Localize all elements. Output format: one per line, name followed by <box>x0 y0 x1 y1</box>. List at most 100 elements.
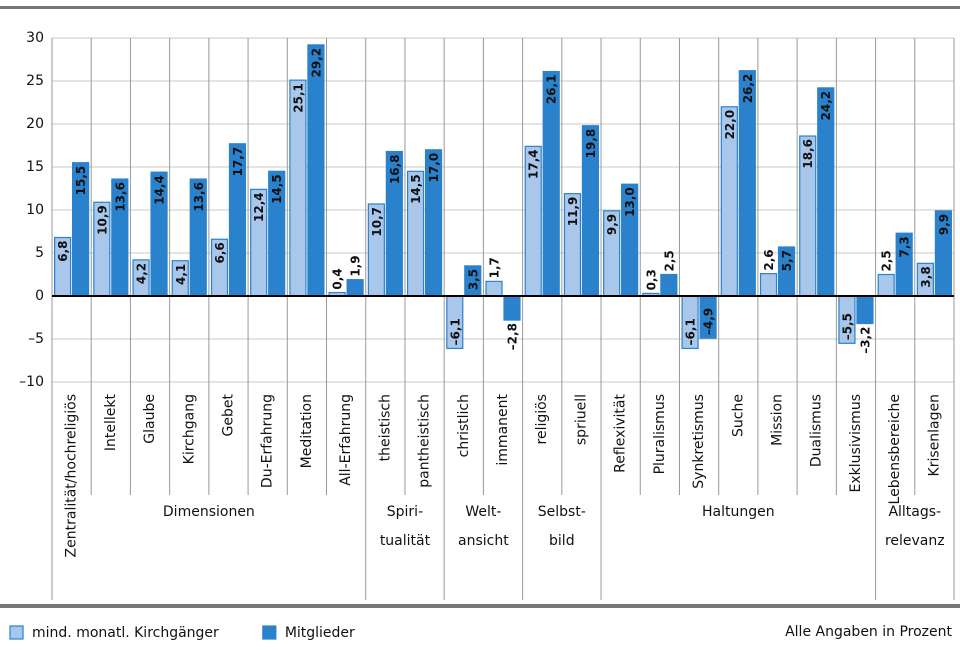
value-label: 3,5 <box>466 269 480 290</box>
x-tick-label: Meditation <box>299 394 315 468</box>
value-label: 1,7 <box>488 257 502 278</box>
value-label: 14,5 <box>270 174 284 204</box>
bottom-rule <box>0 604 960 608</box>
x-tick-label: Zentralität/hochreligiös <box>64 394 80 557</box>
y-tick-label: –10 <box>19 374 44 390</box>
bar <box>759 273 778 297</box>
value-label: 18,6 <box>801 139 815 169</box>
y-tick-label: –5 <box>28 331 44 347</box>
value-label: 6,8 <box>56 241 70 262</box>
value-label: 5,7 <box>780 250 794 271</box>
value-label: 22,0 <box>723 110 737 140</box>
group-label: relevanz <box>885 533 945 549</box>
value-label: 16,8 <box>388 155 402 185</box>
x-tick-label: Suche <box>730 394 746 437</box>
value-label: 17,4 <box>527 149 541 179</box>
bar <box>877 273 895 297</box>
x-tick-label: Mission <box>770 394 786 446</box>
x-tick-label: Gebet <box>220 393 236 436</box>
group-label: Dimensionen <box>163 504 255 520</box>
bar <box>542 70 560 297</box>
value-label: 14,5 <box>409 174 423 204</box>
value-label: 17,0 <box>427 153 441 183</box>
note: Alle Angaben in Prozent <box>785 624 952 640</box>
value-label: 2,5 <box>880 250 894 271</box>
legend-swatch <box>9 625 24 640</box>
legend-label: mind. monatl. Kirchgänger <box>32 625 219 641</box>
value-label: 9,9 <box>605 214 619 235</box>
value-label: 6,6 <box>213 242 227 263</box>
bar <box>856 295 874 325</box>
value-label: 25,1 <box>291 83 305 113</box>
x-tick-label: Glaube <box>142 394 158 444</box>
value-label: 24,2 <box>819 91 833 121</box>
x-tick-label: spriuell <box>573 394 589 445</box>
value-label: 26,2 <box>741 74 755 104</box>
group-label: Selbst- <box>538 504 586 520</box>
value-label: 4,2 <box>135 263 149 284</box>
group-label: Welt- <box>465 504 501 520</box>
value-label: 2,6 <box>762 249 776 270</box>
bar <box>485 280 503 297</box>
x-tick-label: Pluralismus <box>652 394 668 474</box>
group-label: Alltags- <box>888 504 941 520</box>
x-tick-label: Synkretismus <box>691 394 707 489</box>
legend-swatch <box>262 625 277 640</box>
value-label: –3,2 <box>858 327 872 354</box>
x-tick-label: pantheistisch <box>417 394 433 488</box>
value-label: 9,9 <box>937 214 951 235</box>
value-label: 2,5 <box>662 250 676 271</box>
bar <box>738 70 756 297</box>
x-tick-label: Intellekt <box>103 393 119 451</box>
value-label: 15,5 <box>74 166 88 196</box>
y-tick-label: 0 <box>35 288 44 304</box>
value-label: 10,7 <box>370 207 384 237</box>
bar <box>660 273 678 297</box>
group-label: Haltungen <box>702 504 775 520</box>
value-label: –2,8 <box>506 323 520 350</box>
value-label: 11,9 <box>566 197 580 227</box>
value-label: 0,3 <box>644 269 658 290</box>
value-label: –6,1 <box>684 318 698 345</box>
value-label: –4,9 <box>702 308 716 335</box>
value-label: 17,7 <box>231 147 245 177</box>
x-tick-label: Krisenlagen <box>926 394 942 476</box>
x-tick-label: All-Erfahrung <box>338 394 354 486</box>
value-label: 7,3 <box>898 236 912 257</box>
x-tick-label: religiös <box>534 394 550 444</box>
legend-label: Mitglieder <box>285 625 355 641</box>
group-label: ansicht <box>458 533 509 549</box>
y-tick-label: 5 <box>35 245 44 261</box>
value-label: 14,4 <box>153 175 167 205</box>
y-tick-label: 25 <box>26 73 44 89</box>
value-label: 13,6 <box>113 182 127 212</box>
value-label: –6,1 <box>448 318 462 345</box>
bar <box>346 279 364 297</box>
value-label: 1,9 <box>349 255 363 276</box>
x-tick-label: Du-Erfahrung <box>260 394 276 488</box>
y-tick-label: 15 <box>26 159 44 175</box>
y-tick-label: 30 <box>26 30 44 46</box>
top-rule <box>0 6 960 9</box>
x-tick-label: Reflexivität <box>613 393 629 472</box>
value-label: 12,4 <box>252 192 266 222</box>
x-tick-label: christlich <box>456 394 472 457</box>
x-tick-label: Lebensbereiche <box>887 394 903 504</box>
x-tick-label: Dualismus <box>809 394 825 467</box>
value-label: 0,4 <box>331 268 345 289</box>
x-tick-label: immanent <box>495 393 511 465</box>
value-label: 13,6 <box>192 182 206 212</box>
value-label: 26,1 <box>545 75 559 105</box>
x-tick-label: Exklusivismus <box>848 394 864 492</box>
value-label: –5,5 <box>840 313 854 340</box>
value-label: 29,2 <box>309 48 323 78</box>
value-label: 13,0 <box>623 187 637 217</box>
value-label: 10,9 <box>95 205 109 235</box>
bar <box>307 44 325 297</box>
group-label: Spiri- <box>387 504 423 520</box>
value-label: 4,1 <box>174 264 188 285</box>
bar <box>503 295 521 321</box>
group-label: tualität <box>380 533 431 549</box>
y-tick-label: 20 <box>26 116 44 132</box>
